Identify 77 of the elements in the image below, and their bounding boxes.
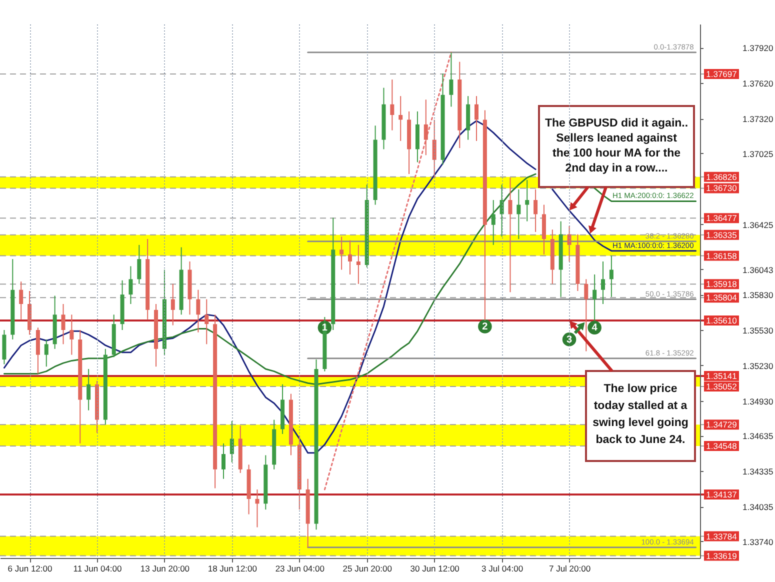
candlestick: [449, 52, 454, 108]
y-tick-label: 1.37920: [742, 43, 774, 54]
y-tick-label: 1.37025: [742, 148, 774, 159]
ref-line-label: 1.35918: [706, 279, 738, 290]
candlestick: [398, 96, 403, 142]
annotation: 4: [592, 322, 598, 334]
x-tick-label: 25 Jun 20:00: [342, 564, 392, 574]
y-tick-label: 1.34635: [742, 431, 774, 442]
y-tick-label: 1.33740: [742, 536, 774, 547]
ref-line-label: 1.34137: [706, 490, 738, 500]
candlestick: [70, 314, 74, 356]
line-series: [324, 52, 452, 490]
candlestick: [340, 236, 344, 270]
candlestick: [356, 244, 360, 284]
candlestick: [516, 188, 521, 240]
candlestick: [196, 289, 200, 333]
x-tick-label: 11 Jun 04:00: [73, 564, 122, 574]
candlestick: [44, 338, 48, 368]
candlestick: [584, 278, 588, 352]
y-tick-label: 1.36425: [742, 220, 774, 230]
ref-line-label: 1.34548: [706, 441, 738, 451]
annotation: The GBPUSD did it again.. Sellers leaned against the 100 hour MA for the 2nd day in a row....: [544, 118, 688, 174]
x-tick-label: 23 Jun 04:00: [275, 564, 325, 574]
ref-line-label: 1.35052: [706, 381, 738, 392]
candlestick: [508, 177, 512, 293]
candlestick: [86, 368, 91, 411]
candlestick: [525, 179, 530, 222]
ref-line-label: 1.36477: [706, 213, 738, 224]
candlestick: [221, 442, 226, 480]
candlestick: [601, 260, 606, 304]
ref-line-label: 1.35804: [706, 292, 738, 303]
candlestick: [204, 298, 209, 345]
candlestick: [137, 244, 142, 284]
candlestick: [170, 283, 175, 326]
x-tick-label: 18 Jun 12:00: [208, 564, 258, 574]
ref-line-label: 1.37697: [706, 68, 738, 79]
candlestick: [61, 303, 66, 345]
candlestick: [491, 200, 496, 246]
x-tick-label: 30 Jun 12:00: [410, 564, 460, 574]
y-tick-label: 1.34930: [742, 396, 774, 406]
ref-line-label: 1.33619: [706, 550, 738, 561]
annotation: 1: [322, 322, 328, 334]
y-tick-label: 1.34035: [742, 502, 774, 512]
annotation: 2: [482, 321, 488, 332]
candlestick: [500, 184, 504, 238]
y-tick-label: 1.36043: [742, 264, 774, 275]
y-tick-label: 1.35830: [742, 290, 774, 300]
y-tick-label: 1.35230: [742, 360, 774, 371]
y-tick-label: 1.34335: [742, 466, 774, 477]
x-tick-label: 6 Jun 12:00: [8, 564, 52, 574]
ref-line-label: 1.35141: [706, 370, 738, 381]
y-tick-label: 1.37620: [742, 78, 774, 89]
candlestick: [348, 240, 352, 275]
ref-line-label: 1.36730: [706, 183, 738, 194]
x-tick-label: 13 Jun 20:00: [140, 564, 190, 574]
annotation: 3: [566, 334, 572, 346]
candlestick: [474, 96, 479, 142]
candlestick: [230, 420, 234, 463]
x-tick-label: 3 Jul 04:00: [482, 564, 524, 574]
candlestick: [424, 99, 428, 156]
candlestick: [128, 266, 133, 304]
candlestick: [592, 274, 597, 322]
annotation: The low price today stalled at a swing level going back to June 24.: [592, 383, 688, 446]
candlestick: [390, 79, 394, 131]
ref-line-label: 1.36826: [706, 172, 738, 182]
candlestick: [19, 281, 24, 320]
ref-line-label: 1.34729: [706, 420, 738, 430]
candlestick: [534, 188, 538, 232]
x-tick-label: 7 Jul 20:00: [548, 564, 591, 574]
candlestick: [609, 255, 614, 298]
ref-line-label: 1.35610: [706, 316, 738, 326]
y-tick-label: 1.37320: [742, 114, 774, 124]
y-tick-label: 1.35530: [742, 325, 774, 336]
ref-line-label: 1.36158: [706, 250, 738, 261]
candlestick: [255, 488, 260, 528]
ref-line-label: 1.33784: [706, 531, 738, 542]
ref-line-label: 1.36335: [706, 230, 738, 240]
